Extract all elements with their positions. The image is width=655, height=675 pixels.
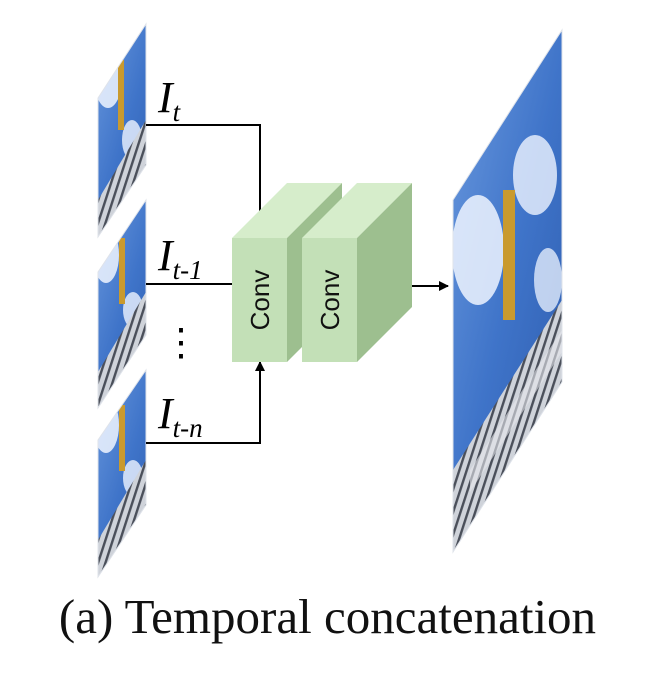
arrow-from-frame-t-n: [146, 361, 265, 444]
input-frame-t: [98, 24, 146, 237]
figure-caption: (a) Temporal concatenation: [58, 589, 597, 644]
label-frame-t: It: [157, 73, 182, 127]
label-frame-t-subscript: t: [173, 97, 182, 127]
label-frame-t-n: It-n: [157, 389, 203, 443]
label-frame-t-1-subscript: t-1: [173, 255, 203, 285]
vertical-ellipsis: ⋮: [162, 322, 200, 364]
label-frame-t-symbol: I: [157, 73, 175, 122]
arrow-from-frame-t: [146, 124, 265, 227]
label-frame-t-1-symbol: I: [157, 231, 175, 280]
output-frame: [453, 30, 562, 552]
label-frame-t-n-symbol: I: [157, 389, 175, 438]
label-frame-t-n-subscript: t-n: [173, 413, 203, 443]
conv-block-2-label: Conv: [315, 270, 345, 331]
conv-block-1-label: Conv: [245, 270, 275, 331]
label-frame-t-1: It-1: [157, 231, 203, 285]
conv-block-2: Conv: [302, 183, 412, 362]
